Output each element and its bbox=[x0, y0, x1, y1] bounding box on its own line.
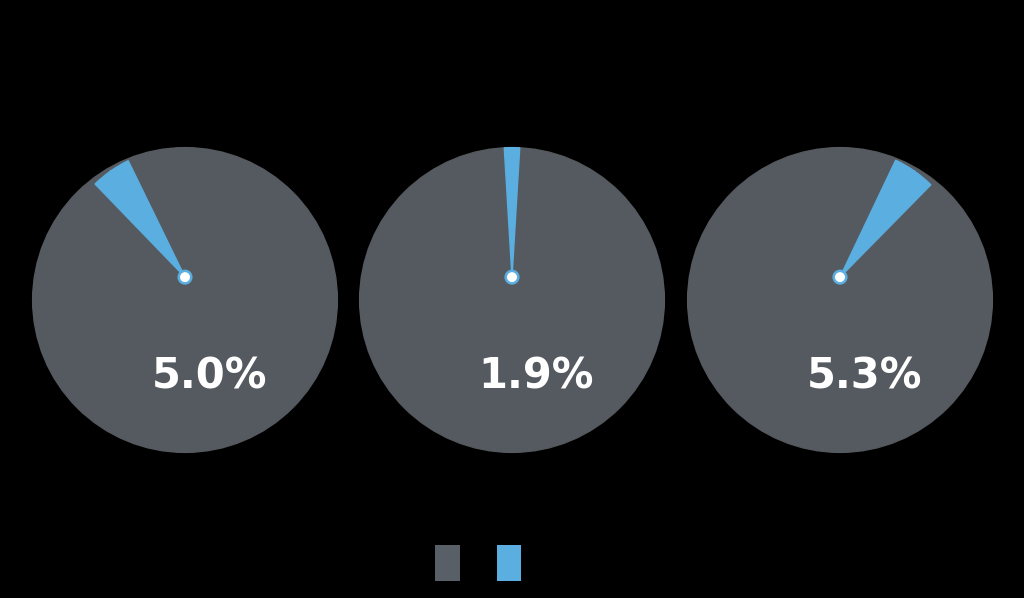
Text: 5.3%: 5.3% bbox=[807, 355, 922, 397]
Circle shape bbox=[180, 273, 189, 282]
Text: 1.9%: 1.9% bbox=[478, 355, 594, 397]
Bar bbox=[497, 545, 521, 581]
Circle shape bbox=[834, 270, 847, 284]
Text: 5.0%: 5.0% bbox=[152, 355, 267, 397]
Circle shape bbox=[505, 270, 519, 284]
Wedge shape bbox=[95, 161, 185, 277]
Wedge shape bbox=[504, 148, 520, 277]
Bar bbox=[435, 545, 460, 581]
Circle shape bbox=[688, 148, 992, 452]
Wedge shape bbox=[840, 160, 931, 277]
Circle shape bbox=[33, 148, 337, 452]
Circle shape bbox=[508, 273, 516, 282]
Circle shape bbox=[178, 270, 191, 284]
Circle shape bbox=[836, 273, 844, 282]
Circle shape bbox=[359, 148, 665, 452]
